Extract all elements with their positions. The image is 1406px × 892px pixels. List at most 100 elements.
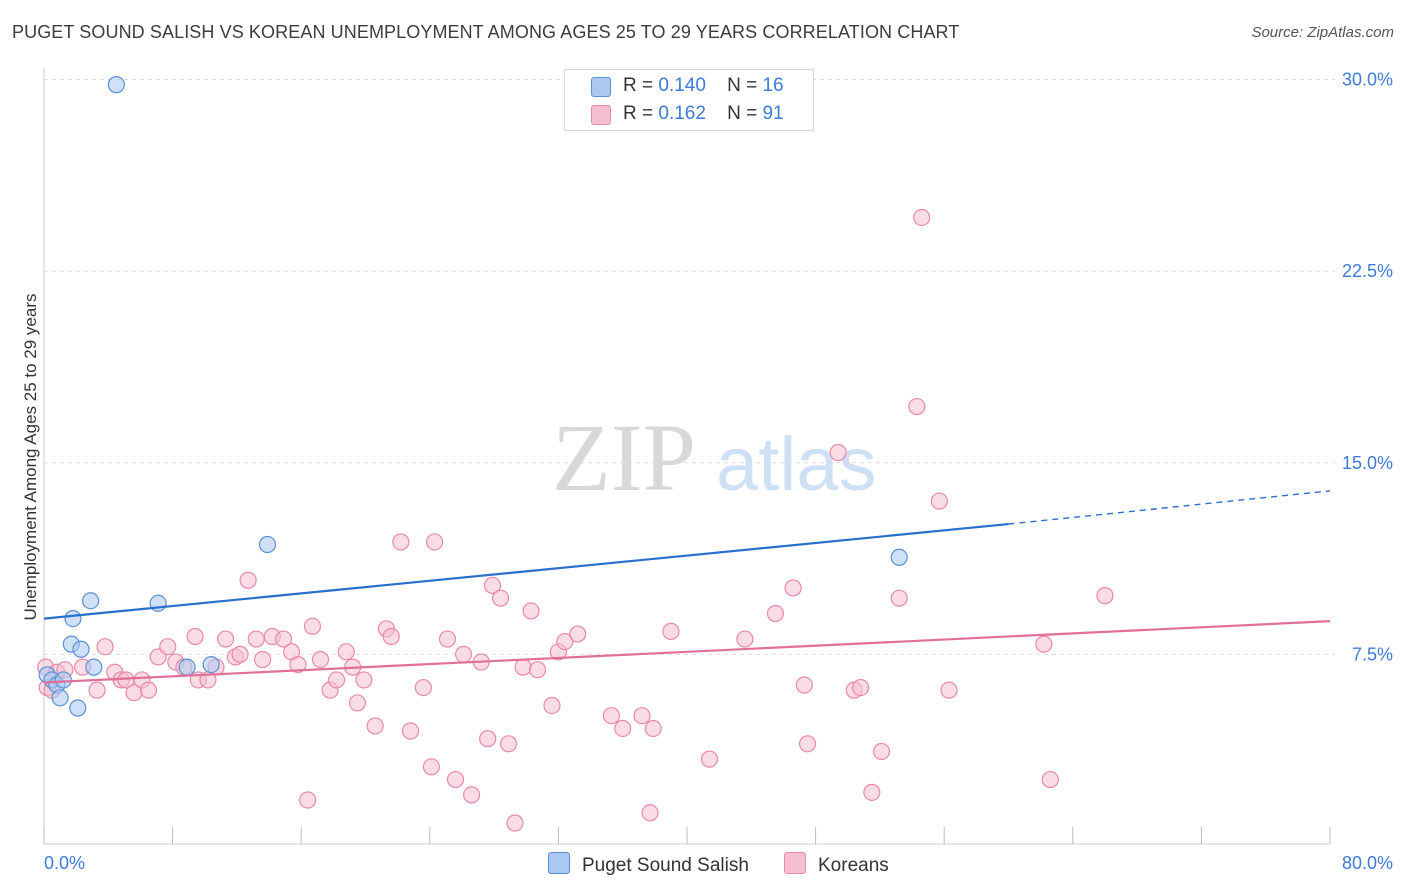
koreans-point: [795, 676, 813, 694]
koreans-point: [289, 655, 307, 674]
legend-r-label: R =: [623, 103, 654, 124]
koreans-point: [662, 622, 680, 640]
legend-r-value: 0.162: [658, 103, 706, 124]
series-puget-sound-salish: [38, 76, 908, 717]
salish-point: [82, 592, 100, 610]
y-tick-label: 30.0%: [1342, 70, 1393, 90]
koreans-point: [1041, 770, 1059, 789]
koreans-point: [798, 735, 817, 753]
salish-point: [85, 658, 103, 676]
koreans-point: [348, 694, 367, 712]
koreans-point: [382, 627, 400, 646]
koreans-point: [299, 791, 317, 809]
koreans-point: [479, 730, 497, 748]
koreans-point: [88, 681, 106, 699]
salish-point: [51, 689, 69, 707]
koreans-point: [247, 630, 265, 648]
salish-trend-extension: [1008, 490, 1331, 525]
bottom-legend-swatch-salish: [548, 852, 570, 874]
koreans-point: [311, 650, 330, 669]
axes: [43, 68, 1331, 845]
koreans-point: [355, 671, 373, 689]
watermark-zip: ZIP: [552, 404, 696, 511]
koreans-point: [569, 625, 587, 643]
y-axis-label: Unemployment Among Ages 25 to 29 years: [21, 294, 40, 621]
koreans-point: [454, 645, 473, 663]
x-tick-label: 0.0%: [44, 853, 85, 873]
koreans-point: [829, 443, 847, 462]
tick-labels: 7.5% 15.0% 22.5% 30.0% 0.0% 80.0%: [44, 70, 1393, 874]
koreans-point: [940, 681, 958, 699]
koreans-point: [522, 602, 540, 620]
series-koreans: [37, 208, 1114, 832]
salish-trend-line: [43, 522, 1009, 620]
koreans-trend-line: [43, 620, 1331, 684]
salish-point: [69, 699, 87, 717]
salish-point: [258, 535, 277, 554]
legend-n-value: 91: [762, 103, 784, 124]
bottom-legend-salish: Puget Sound Salish: [548, 852, 749, 877]
koreans-point: [159, 638, 177, 656]
koreans-point: [890, 589, 908, 607]
koreans-point: [736, 630, 754, 648]
koreans-point: [239, 571, 257, 589]
koreans-point: [139, 681, 158, 699]
legend-swatch-koreans: [591, 105, 611, 125]
koreans-point: [784, 579, 802, 597]
koreans-point: [217, 630, 235, 648]
koreans-point: [633, 707, 651, 725]
chart-title: PUGET SOUND SALISH VS KOREAN UNEMPLOYMEN…: [12, 22, 960, 42]
koreans-point: [426, 533, 444, 551]
bottom-legend-label-koreans: Koreans: [818, 855, 889, 876]
koreans-point: [337, 643, 355, 661]
koreans-point: [231, 645, 249, 663]
koreans-point: [614, 719, 632, 738]
bottom-legend-label-salish: Puget Sound Salish: [582, 855, 749, 876]
koreans-point: [414, 678, 432, 697]
koreans-point: [506, 814, 524, 832]
koreans-point: [422, 758, 441, 776]
legend-n-label: N =: [727, 75, 758, 96]
koreans-point: [392, 533, 410, 551]
koreans-point: [852, 678, 870, 697]
koreans-point: [303, 617, 322, 635]
stats-legend: R = 0.140 N = 16 R = 0.162 N = 91: [564, 69, 814, 131]
salish-point: [54, 671, 72, 689]
koreans-point: [644, 719, 662, 738]
koreans-point: [1096, 587, 1114, 605]
koreans-point: [366, 717, 384, 735]
koreans-point: [930, 492, 948, 510]
koreans-point: [274, 630, 293, 648]
koreans-point: [556, 632, 574, 651]
koreans-point: [401, 722, 420, 740]
y-tick-label: 7.5%: [1352, 644, 1393, 664]
bottom-legend-swatch-koreans: [784, 852, 806, 874]
y-tick-label: 15.0%: [1342, 453, 1393, 473]
legend-swatch-salish: [591, 77, 611, 97]
koreans-point: [327, 671, 346, 689]
koreans-point: [254, 650, 272, 669]
koreans-point: [96, 638, 114, 656]
trend-lines: [43, 490, 1331, 684]
legend-r-label: R =: [623, 75, 654, 96]
legend-n-label: N =: [727, 103, 758, 124]
koreans-point: [766, 604, 785, 623]
koreans-point: [641, 804, 659, 822]
koreans-point: [913, 208, 931, 227]
salish-point: [890, 548, 908, 566]
koreans-point: [872, 742, 891, 761]
koreans-point: [700, 750, 719, 768]
koreans-point: [1035, 635, 1053, 653]
koreans-point: [438, 630, 457, 648]
koreans-point: [602, 707, 621, 725]
salish-point: [202, 655, 220, 674]
y-tick-label: 22.5%: [1342, 261, 1393, 281]
koreans-point: [499, 735, 518, 753]
salish-point: [107, 76, 125, 94]
watermark-atlas: atlas: [716, 422, 877, 507]
koreans-point: [514, 658, 532, 676]
x-tick-label: 80.0%: [1342, 853, 1393, 873]
salish-point: [178, 658, 196, 676]
source-label: Source: ZipAtlas.com: [1251, 24, 1394, 41]
